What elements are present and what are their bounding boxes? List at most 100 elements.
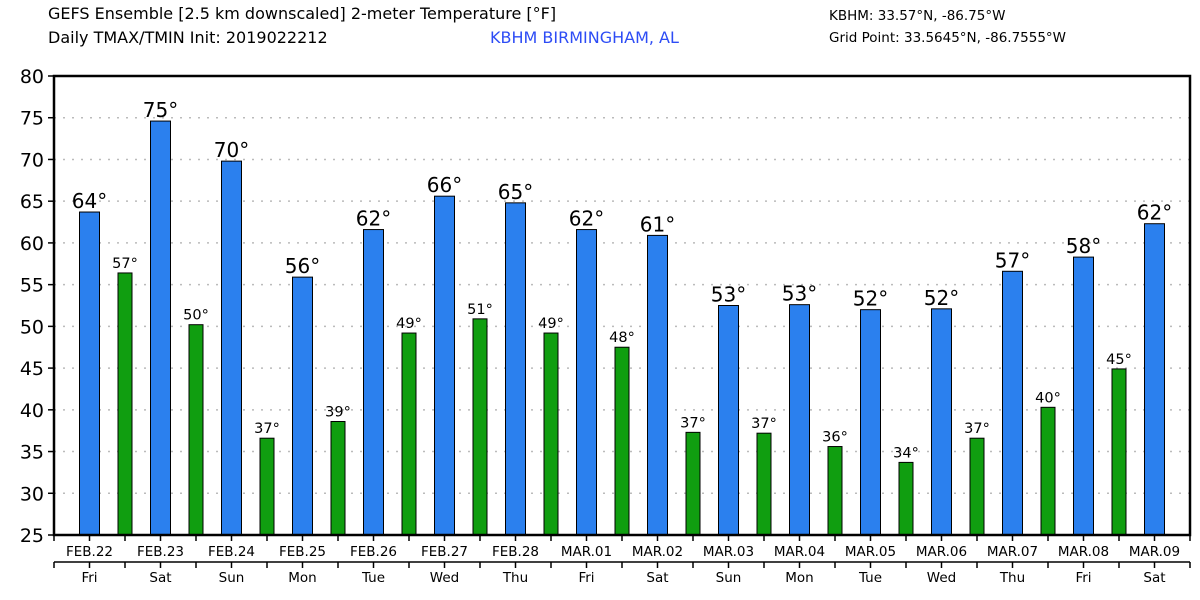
tmax-bar [931,308,952,536]
tmax-bar [292,276,313,536]
weekday-label: Sun [219,570,245,586]
tmin-bar [1040,406,1056,536]
tmin-bar [614,346,630,536]
tmax-bar [1073,256,1094,536]
tmax-bar [1144,223,1165,536]
weekday-label: Sat [149,570,171,586]
date-label: FEB.26 [350,544,397,560]
chart-subtitle: Daily TMAX/TMIN Init: 2019022212 [48,28,328,47]
tmin-label: 37° [964,421,990,437]
tmax-bar [363,229,384,536]
tmin-bar [401,332,417,536]
tmax-label: 70° [214,138,249,162]
tmin-bar [188,324,204,536]
y-tick-label: 75 [20,108,44,130]
tmax-bar [505,202,526,536]
y-tick-label: 55 [20,275,44,297]
weekday-label: Tue [858,570,882,586]
tmax-label: 52° [853,287,888,311]
y-tick-label: 80 [20,66,44,88]
date-label: FEB.23 [137,544,184,560]
tmin-label: 37° [680,415,706,431]
date-label: MAR.06 [916,544,967,560]
weekday-label: Sat [1143,570,1165,586]
tmin-label: 49° [538,316,564,332]
tmin-bar [1111,368,1127,536]
tmax-label: 53° [782,282,817,306]
date-label: MAR.01 [561,544,612,560]
weekday-label: Mon [288,570,316,586]
tmin-bar [756,432,772,536]
weekday-label: Sun [716,570,742,586]
tmax-label: 62° [1137,201,1172,225]
weekday-label: Fri [81,570,97,586]
date-label: MAR.07 [987,544,1038,560]
y-tick-label: 35 [20,442,44,464]
date-label: MAR.03 [703,544,754,560]
grid-point-coordinates: Grid Point: 33.5645°N, -86.7555°W [829,30,1067,46]
tmin-label: 50° [183,308,209,324]
y-tick-label: 65 [20,191,44,213]
y-tick-label: 25 [20,525,44,547]
tmin-bar [472,318,488,536]
bars [79,120,1165,536]
tmax-bar [789,304,810,536]
tmin-label: 39° [325,405,351,421]
grid-lines [54,116,1190,495]
tmin-bar [117,272,133,536]
y-tick-label: 60 [20,233,44,255]
tmin-label: 57° [112,256,138,272]
tmin-label: 36° [822,430,848,446]
station-name: KBHM BIRMINGHAM, AL [490,28,679,47]
y-tick-label: 70 [20,149,44,171]
tmin-label: 51° [467,302,493,318]
y-tick-label: 40 [20,400,44,422]
tmin-bar [543,332,559,536]
tmax-label: 58° [1066,234,1101,258]
tmin-label: 37° [254,421,280,437]
date-label: MAR.02 [632,544,683,560]
tmax-label: 57° [995,248,1030,272]
tmax-bar [434,195,455,536]
tmin-bar [330,421,346,536]
date-label: FEB.25 [279,544,326,560]
weekday-label: Fri [578,570,594,586]
tmax-bar [860,309,881,536]
tmin-bar [969,437,985,536]
date-label: MAR.04 [774,544,825,560]
tmax-bar [150,120,171,536]
tmin-label: 48° [609,330,635,346]
weekday-label: Wed [430,570,459,586]
weekday-label: Sat [646,570,668,586]
date-label: MAR.08 [1058,544,1109,560]
tmax-label: 66° [427,173,462,197]
tmin-label: 40° [1035,390,1061,406]
tmax-label: 53° [711,283,746,307]
weekday-label: Mon [785,570,813,586]
tmin-bar [259,437,275,536]
y-tick-label: 30 [20,483,44,505]
y-tick-label: 45 [20,358,44,380]
weekday-label: Thu [502,570,528,586]
date-label: FEB.28 [492,544,539,560]
tmax-bar [1002,270,1023,536]
weekday-label: Thu [999,570,1025,586]
weekday-label: Wed [927,570,956,586]
tmin-label: 37° [751,416,777,432]
tmax-label: 61° [640,212,675,236]
tmin-bar [685,431,701,536]
tmax-label: 62° [356,207,391,231]
tmax-label: 64° [72,189,107,213]
date-label: MAR.05 [845,544,896,560]
chart-title: GEFS Ensemble [2.5 km downscaled] 2-mete… [48,4,557,23]
tmax-label: 52° [924,286,959,310]
weekday-label: Fri [1075,570,1091,586]
date-label: FEB.22 [66,544,113,560]
tmax-bar [718,305,739,536]
tmin-bar [827,446,843,536]
tmax-label: 65° [498,180,533,204]
station-coordinates: KBHM: 33.57°N, -86.75°W [829,8,1006,24]
date-label: MAR.09 [1129,544,1180,560]
tmax-bar [576,229,597,536]
